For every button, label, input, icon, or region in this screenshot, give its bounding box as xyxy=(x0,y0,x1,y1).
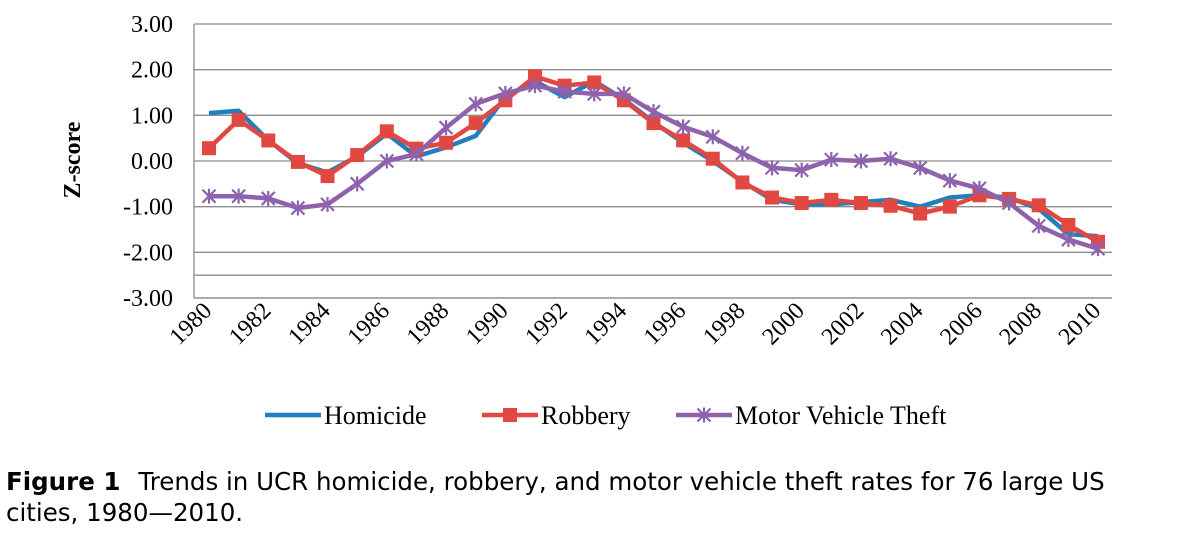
motor-vehicle-theft-point xyxy=(972,180,987,196)
x-tick-label: 2006 xyxy=(935,298,987,350)
motor-vehicle-theft-point xyxy=(675,119,691,135)
legend-label: Motor Vehicle Theft xyxy=(735,401,947,430)
robbery-point xyxy=(913,206,928,221)
x-tick-label: 1982 xyxy=(224,298,276,350)
robbery-point xyxy=(290,154,305,169)
legend-label: Robbery xyxy=(541,401,631,430)
motor-vehicle-theft-point xyxy=(1061,232,1076,248)
robbery-point xyxy=(1031,198,1046,213)
motor-vehicle-theft-point xyxy=(1090,241,1106,257)
x-tick-label: 1992 xyxy=(521,298,573,350)
robbery-point xyxy=(231,112,246,127)
robbery-point xyxy=(883,198,898,213)
legend-marker xyxy=(503,408,517,422)
motor-vehicle-theft-point xyxy=(557,84,572,100)
motor-vehicle-theft-point xyxy=(379,153,395,169)
robbery-point xyxy=(824,192,839,207)
y-tick-label: 3.00 xyxy=(131,12,173,38)
line-chart: 3.00 2.00 1.00 0.00 -1.00 -2.00 -3.00 1980 1982… xyxy=(60,12,1112,430)
motor-vehicle-theft-point xyxy=(498,85,513,101)
robbery-point xyxy=(350,148,365,163)
legend-item-robbery: Robbery xyxy=(482,401,631,430)
motor-vehicle-theft-point xyxy=(409,146,424,162)
robbery-point xyxy=(735,175,750,190)
motor-vehicle-theft-point xyxy=(1031,218,1047,234)
motor-vehicle-theft-point xyxy=(646,104,661,120)
gridlines xyxy=(194,23,1112,299)
x-tick-label: 1986 xyxy=(343,298,395,350)
motor-vehicle-theft-point xyxy=(320,196,335,212)
motor-vehicle-theft-series xyxy=(201,78,1106,257)
robbery-point xyxy=(587,75,602,90)
robbery-series xyxy=(202,69,1105,249)
robbery-point xyxy=(705,151,720,166)
robbery-point xyxy=(261,133,276,148)
x-tick-label: 2004 xyxy=(876,298,928,350)
robbery-line xyxy=(207,74,1100,244)
motor-vehicle-theft-point xyxy=(349,176,365,192)
robbery-point xyxy=(439,135,454,150)
y-tick-label: 1.00 xyxy=(131,103,173,129)
motor-vehicle-theft-point xyxy=(260,190,276,206)
motor-vehicle-theft-point xyxy=(883,151,898,167)
robbery-point xyxy=(646,116,661,131)
motor-vehicle-theft-point xyxy=(231,188,246,204)
figure-number: Figure 1 xyxy=(6,467,121,496)
axes xyxy=(193,24,1112,299)
x-tick-label: 2010 xyxy=(1054,298,1106,350)
y-tick-label: -1.00 xyxy=(123,195,173,221)
x-tick-label: 1998 xyxy=(698,298,750,350)
motor-vehicle-theft-point xyxy=(735,145,750,161)
motor-vehicle-theft-point xyxy=(468,96,483,112)
robbery-point xyxy=(320,169,335,184)
legend-marker xyxy=(696,407,712,423)
robbery-point xyxy=(379,124,394,139)
x-tick-label: 2008 xyxy=(995,298,1047,350)
motor-vehicle-theft-point xyxy=(616,86,632,102)
motor-vehicle-theft-point xyxy=(912,160,928,176)
x-tick-label: 1994 xyxy=(580,298,632,350)
robbery-point xyxy=(527,69,542,84)
series-lines xyxy=(201,69,1106,257)
robbery-point xyxy=(676,133,691,148)
robbery-point xyxy=(942,199,957,214)
x-tick-label: 1996 xyxy=(639,298,691,350)
motor-vehicle-theft-point xyxy=(1001,195,1017,211)
motor-vehicle-theft-point xyxy=(586,86,602,102)
legend: Homicide Robbery Motor Vehicle Theft xyxy=(265,401,947,430)
legend-item-homicide: Homicide xyxy=(265,401,427,430)
x-tick-label: 1990 xyxy=(461,298,513,350)
motor-vehicle-theft-point xyxy=(201,188,217,204)
robbery-point xyxy=(468,116,483,131)
motor-vehicle-theft-point xyxy=(853,153,869,169)
motor-vehicle-theft-point xyxy=(438,120,454,136)
y-axis-title: Z-score xyxy=(60,121,86,198)
y-tick-label: -3.00 xyxy=(123,286,173,312)
motor-vehicle-theft-point xyxy=(764,160,780,176)
motor-vehicle-theft-point xyxy=(794,162,809,178)
motor-vehicle-theft-point xyxy=(942,173,958,189)
y-tick-label: -2.00 xyxy=(123,240,173,266)
motor-vehicle-theft-point xyxy=(290,200,306,216)
robbery-point xyxy=(765,190,780,205)
y-tick-label: 2.00 xyxy=(131,58,173,84)
motor-vehicle-theft-point xyxy=(527,78,543,94)
robbery-point xyxy=(853,196,868,211)
x-tick-label: 2000 xyxy=(758,298,810,350)
figure-caption: Figure 1 Trends in UCR homicide, robbery,… xyxy=(6,466,1172,528)
motor-vehicle-theft-point xyxy=(705,129,721,145)
x-tick-labels: 1980 1982 1984 1986 1988 1990 1992 1994 1996 1998… xyxy=(165,298,1106,350)
legend-item-motor-vehicle-theft: Motor Vehicle Theft xyxy=(676,401,947,430)
x-tick-label: 2002 xyxy=(817,298,869,350)
figure-caption-text: Trends in UCR homicide, robbery, and mot… xyxy=(6,467,1105,527)
x-tick-label: 1988 xyxy=(402,298,454,350)
robbery-point xyxy=(1061,217,1076,232)
y-tick-labels: 3.00 2.00 1.00 0.00 -1.00 -2.00 -3.00 xyxy=(123,12,173,312)
x-tick-label: 1984 xyxy=(283,298,335,350)
motor-vehicle-theft-point xyxy=(824,152,839,168)
y-tick-label: 0.00 xyxy=(131,149,173,175)
legend-label: Homicide xyxy=(324,401,427,430)
robbery-point xyxy=(794,196,809,211)
robbery-point xyxy=(202,141,216,156)
